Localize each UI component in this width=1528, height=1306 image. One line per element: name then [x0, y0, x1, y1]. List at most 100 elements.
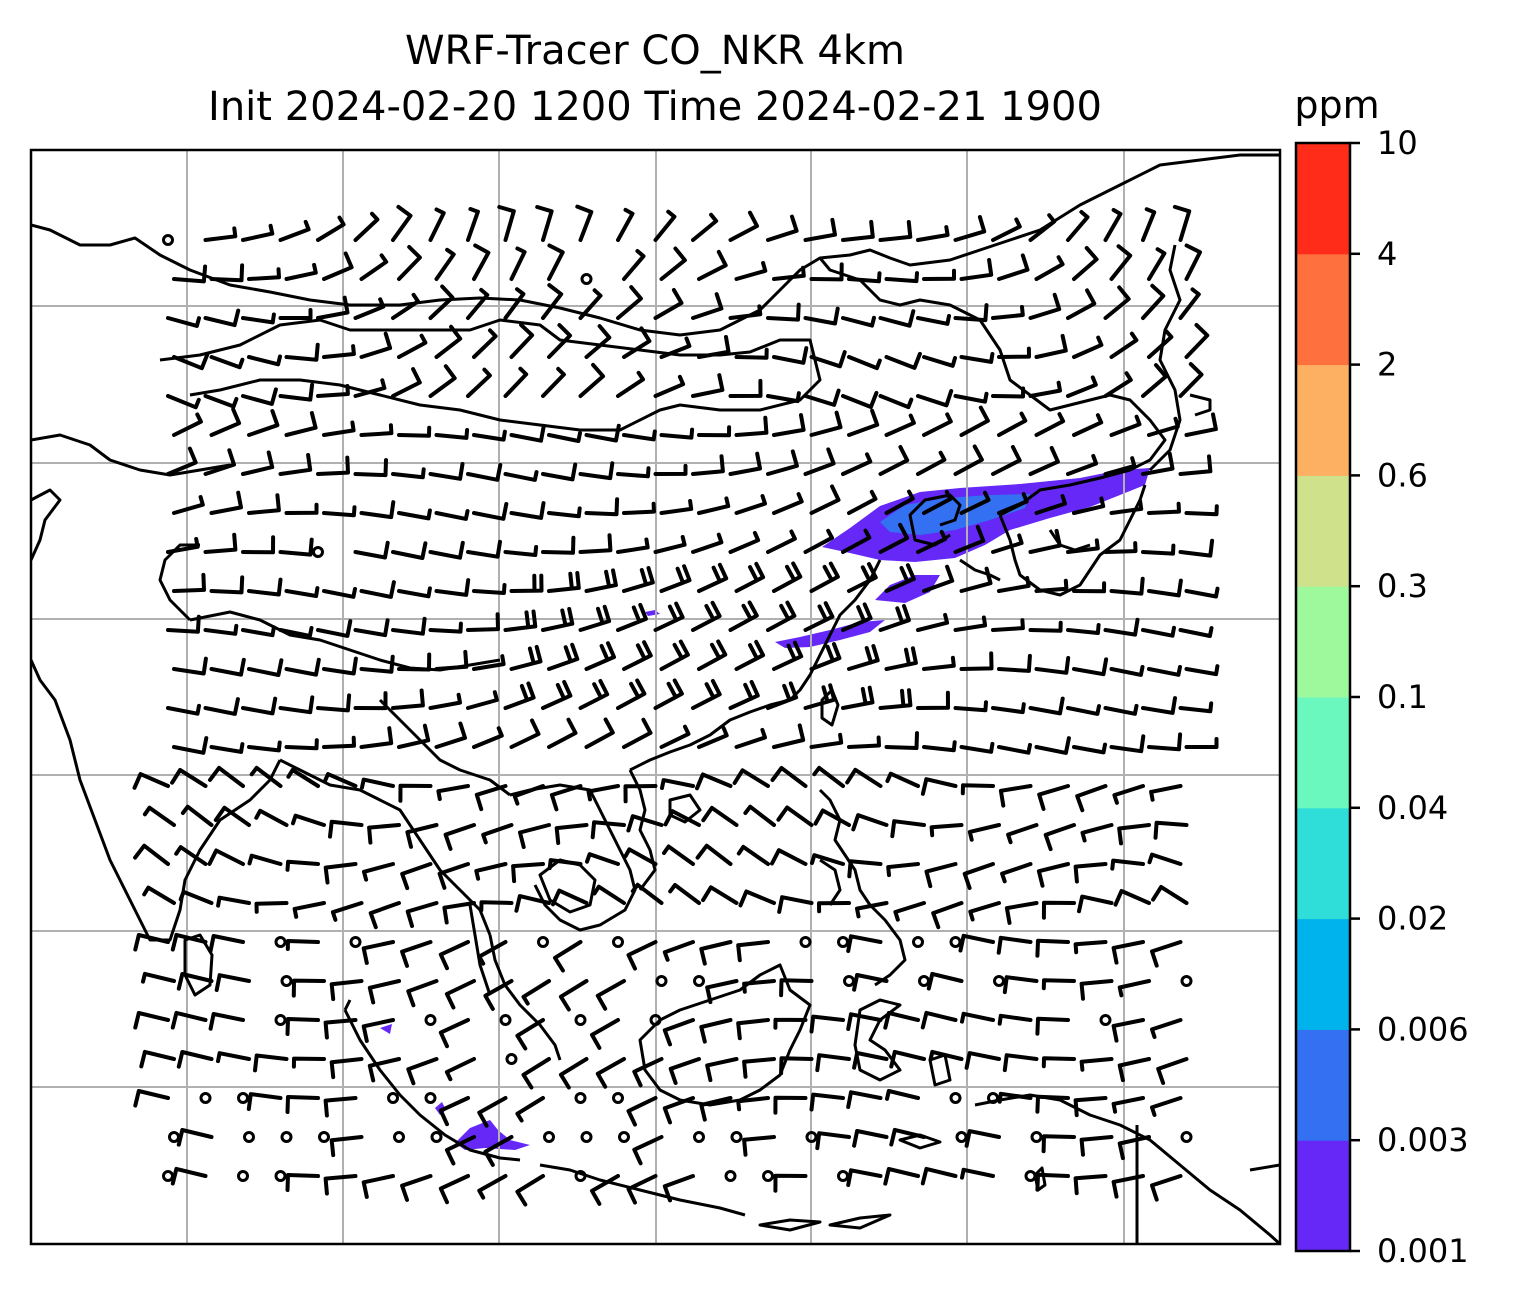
- wind-barb: [360, 777, 395, 790]
- wind-barb: [247, 577, 283, 597]
- wind-barb: [209, 742, 245, 754]
- wind-barb: [397, 723, 431, 749]
- wind-barb: [286, 768, 320, 788]
- wind-barb: [329, 1057, 364, 1080]
- wind-barb: [472, 328, 498, 359]
- wind-barb: [509, 423, 546, 443]
- wind-barb: [773, 1017, 808, 1030]
- wind-barb: [1109, 499, 1144, 515]
- calm-wind-marker: [505, 1053, 518, 1065]
- wind-barb: [509, 573, 544, 593]
- wind-barb: [443, 823, 476, 851]
- wind-barb: [847, 562, 878, 593]
- wind-barb: [803, 601, 835, 632]
- colorbar-swatch: [1296, 918, 1350, 1030]
- calm-wind-marker: [693, 1131, 705, 1143]
- wind-barb: [622, 566, 655, 593]
- wind-barb: [803, 528, 834, 554]
- wind-barb: [1156, 1057, 1189, 1085]
- wind-barb: [1080, 823, 1114, 843]
- wind-barb: [953, 391, 989, 404]
- wind-barb: [893, 901, 926, 922]
- tracer-plume-speck-3: [645, 610, 660, 616]
- wind-barb: [397, 652, 432, 672]
- wind-barb: [1103, 703, 1139, 716]
- wind-barb: [1066, 375, 1098, 398]
- wind-barb: [1141, 283, 1166, 320]
- wind-barb: [734, 347, 769, 360]
- wind-barb: [1034, 255, 1065, 281]
- wind-barb: [367, 823, 401, 845]
- wind-barb: [323, 862, 358, 885]
- wind-barb: [323, 1174, 358, 1196]
- wind-barb: [398, 783, 433, 803]
- wind-barb: [1141, 451, 1175, 476]
- wind-barb: [809, 1014, 845, 1034]
- wind-barb: [353, 691, 388, 711]
- wind-barb: [208, 934, 245, 953]
- wind-barb: [1141, 207, 1157, 242]
- calm-wind-marker: [543, 1131, 555, 1143]
- wind-barb: [845, 767, 883, 788]
- wind-barb: [1103, 208, 1123, 242]
- wind-barb: [284, 657, 321, 677]
- wind-barb: [1103, 617, 1140, 637]
- wind-barb: [924, 862, 958, 889]
- wind-barb: [803, 306, 840, 326]
- wind-barb: [847, 355, 882, 371]
- wind-barb: [466, 207, 480, 242]
- wind-barb: [885, 1089, 920, 1101]
- wind-barb: [322, 656, 358, 676]
- wind-barb: [509, 718, 541, 749]
- wind-barb: [503, 609, 538, 632]
- wind-barb: [728, 451, 762, 476]
- wind-barb: [472, 429, 507, 442]
- wind-barb: [203, 394, 239, 409]
- calm-wind-marker: [162, 1170, 174, 1182]
- wind-barb: [1002, 1053, 1039, 1073]
- wind-barb: [1072, 742, 1107, 755]
- wind-barb: [632, 1057, 664, 1088]
- wind-barb: [813, 808, 851, 827]
- wind-barb: [622, 429, 657, 442]
- wind-barb: [474, 784, 508, 812]
- colorbar-swatch: [1296, 586, 1350, 698]
- wind-barb: [922, 740, 957, 753]
- wind-barb: [553, 940, 583, 973]
- wind-barb: [622, 640, 653, 671]
- wind-barb: [662, 1018, 695, 1047]
- wind-barb: [1028, 213, 1057, 242]
- wind-barb: [391, 467, 426, 480]
- wind-barb: [397, 333, 428, 359]
- wind-barb: [743, 804, 776, 827]
- calm-wind-marker: [312, 546, 324, 558]
- wind-barb: [172, 572, 206, 593]
- wind-barb: [809, 410, 843, 437]
- wind-barb: [668, 883, 701, 905]
- wind-barb: [291, 813, 326, 827]
- wind-barb: [742, 979, 776, 994]
- wind-barb: [284, 502, 319, 515]
- wind-barb: [1184, 323, 1210, 359]
- wind-barb: [359, 423, 394, 437]
- wind-barb: [1077, 894, 1114, 914]
- wind-barb: [1141, 625, 1176, 638]
- wind-barb: [616, 466, 651, 479]
- wind-barb: [773, 1173, 808, 1193]
- wind-barb: [472, 583, 507, 595]
- wind-barb: [1006, 823, 1039, 845]
- wind-barb: [659, 499, 694, 515]
- wind-barb: [1153, 820, 1189, 840]
- tracer-plume-core: [880, 494, 1030, 535]
- wind-barb: [466, 463, 503, 482]
- wind-barb: [284, 262, 318, 281]
- wind-barb: [691, 600, 722, 632]
- wind-barb: [353, 297, 386, 320]
- wind-barb: [367, 979, 401, 1005]
- wind-barb: [810, 853, 845, 866]
- wind-barb: [166, 614, 201, 634]
- wind-barb: [170, 1166, 208, 1186]
- wind-barb: [846, 1012, 883, 1031]
- calm-wind-marker: [618, 1131, 630, 1143]
